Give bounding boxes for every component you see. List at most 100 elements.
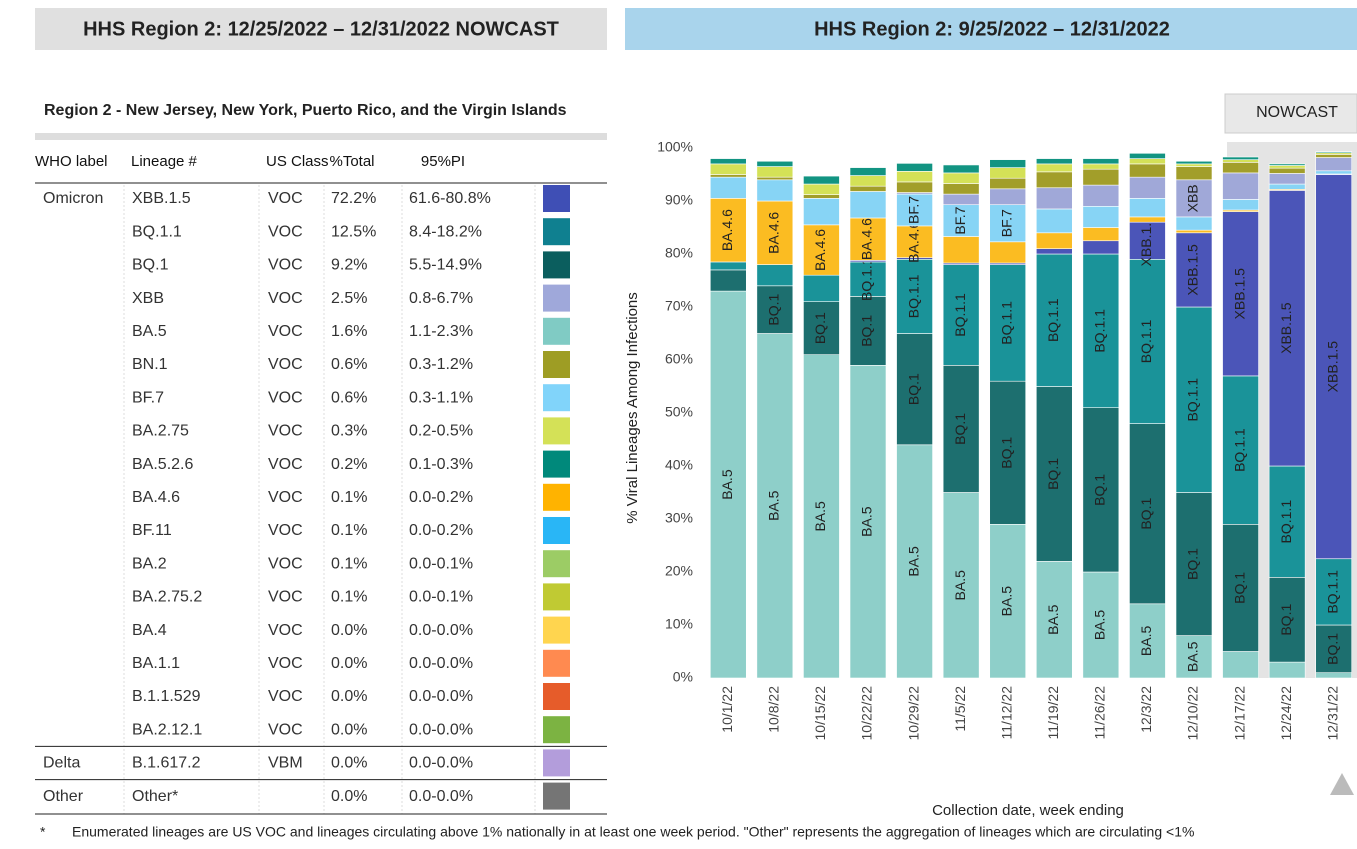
column-header: %Total	[329, 153, 374, 170]
who-label: Delta	[43, 755, 80, 772]
bar-segment	[709, 176, 747, 199]
bar-segment	[756, 285, 794, 334]
bar-segment	[803, 301, 840, 356]
segment-label: BQ.1.1	[1138, 319, 1154, 363]
y-tick-label: 100%	[657, 139, 693, 155]
segment-label: BQ.1.1	[1185, 378, 1201, 422]
x-tick-label: 10/8/22	[766, 686, 782, 733]
segment-label: BQ.1	[1138, 498, 1154, 530]
bar-segment	[709, 158, 747, 165]
x-tick-label: 11/12/22	[998, 686, 1014, 740]
bar-segment	[942, 236, 980, 264]
bar-segment	[1268, 661, 1306, 679]
pred-interval: 0.8-6.7%	[409, 290, 473, 307]
footnote-mark: *	[40, 824, 46, 840]
segment-label: BQ.1	[1278, 604, 1294, 636]
pred-interval: 0.3-1.1%	[409, 389, 473, 406]
bar-segment	[756, 264, 794, 287]
segment-label: BA.4.6	[905, 221, 921, 263]
us-class: VOC	[268, 423, 303, 440]
segment-label: BQ.1.1	[998, 301, 1014, 345]
y-tick-label: 0%	[673, 669, 693, 685]
color-swatch	[543, 483, 570, 511]
segment-label: BQ.1.1	[1045, 298, 1061, 342]
segment-label: BA.5	[1185, 641, 1201, 672]
bar-segment	[896, 163, 933, 172]
bar-segment	[942, 193, 980, 206]
pred-interval: 0.0-0.2%	[409, 489, 473, 506]
segment-label: XBB.1.5	[1138, 215, 1154, 267]
us-class: VOC	[268, 389, 303, 406]
x-tick-label: 10/29/22	[905, 686, 921, 741]
color-swatch	[543, 749, 570, 777]
pred-interval: 1.1-2.3%	[409, 323, 473, 340]
segment-label: BA.5	[1092, 610, 1108, 641]
color-swatch	[543, 550, 570, 578]
right-title: HHS Region 2: 9/25/2022 – 12/31/2022	[814, 18, 1170, 40]
segment-label: XBB.1.5	[1278, 302, 1294, 354]
segment-label: BQ.1	[812, 312, 828, 344]
bar-segment	[1315, 558, 1353, 626]
bar-segment	[803, 183, 840, 195]
bar-segment	[756, 166, 794, 178]
segment-label: BQ.1	[1092, 474, 1108, 506]
bar-segment	[756, 160, 794, 167]
bar-segment	[1175, 163, 1213, 167]
scroll-arrow[interactable]	[1330, 773, 1354, 795]
x-tick-label: 10/15/22	[812, 686, 828, 741]
bar-segment	[709, 290, 747, 679]
x-tick-label: 12/31/22	[1324, 686, 1340, 741]
percent-total: 0.1%	[331, 489, 367, 506]
bar-segment	[989, 188, 1027, 206]
percent-total: 0.0%	[331, 755, 367, 772]
bar-segment	[1035, 561, 1073, 679]
bar-segment	[896, 444, 933, 679]
bar-segment	[942, 183, 980, 195]
pred-interval: 0.0-0.0%	[409, 622, 473, 639]
us-class: VOC	[268, 356, 303, 373]
us-class: VOC	[268, 522, 303, 539]
percent-total: 0.0%	[331, 788, 367, 805]
bar-segment	[1175, 160, 1213, 165]
bar-segment	[1175, 179, 1213, 218]
percent-total: 0.6%	[331, 389, 367, 406]
bar-segment	[803, 354, 840, 679]
y-tick-label: 30%	[665, 510, 693, 526]
bar-segment	[1315, 151, 1353, 154]
bar-segment	[1175, 229, 1213, 234]
bar-segment	[1222, 651, 1259, 679]
color-swatch	[543, 284, 570, 312]
bar-segment	[1035, 208, 1073, 234]
lineage: BF.7	[132, 389, 164, 406]
us-class: VOC	[268, 257, 303, 274]
lineage: B.1.1.529	[132, 688, 201, 705]
column-header: WHO label	[35, 153, 108, 170]
bar-segment	[1268, 183, 1306, 190]
percent-total: 9.2%	[331, 257, 367, 274]
lineage: BA.2.75.2	[132, 589, 202, 606]
pred-interval: 0.0-0.1%	[409, 555, 473, 572]
bar-segment	[1082, 571, 1120, 679]
bar-segment	[942, 204, 980, 237]
who-label: Other	[43, 788, 84, 805]
segment-label: BQ.1	[859, 315, 875, 347]
bar-segment	[1268, 167, 1306, 174]
color-swatch	[543, 716, 570, 744]
x-tick-label: 11/26/22	[1092, 686, 1108, 740]
region-subtitle: Region 2 - New Jersey, New York, Puerto …	[44, 102, 567, 119]
bar-segment	[1035, 163, 1073, 173]
segment-label: BQ.1.1	[859, 257, 875, 301]
pred-interval: 0.0-0.0%	[409, 688, 473, 705]
percent-total: 0.0%	[331, 721, 367, 738]
pred-interval: 0.0-0.0%	[409, 788, 473, 805]
y-tick-label: 60%	[665, 351, 693, 367]
bar-segment	[989, 159, 1027, 168]
percent-total: 0.0%	[331, 688, 367, 705]
color-swatch	[543, 683, 570, 710]
lineage: BA.4	[132, 622, 167, 639]
bar-segment	[1268, 576, 1306, 663]
percent-total: 0.6%	[331, 356, 367, 373]
bar-segment	[849, 217, 887, 261]
segment-label: BA.5	[1138, 626, 1154, 657]
